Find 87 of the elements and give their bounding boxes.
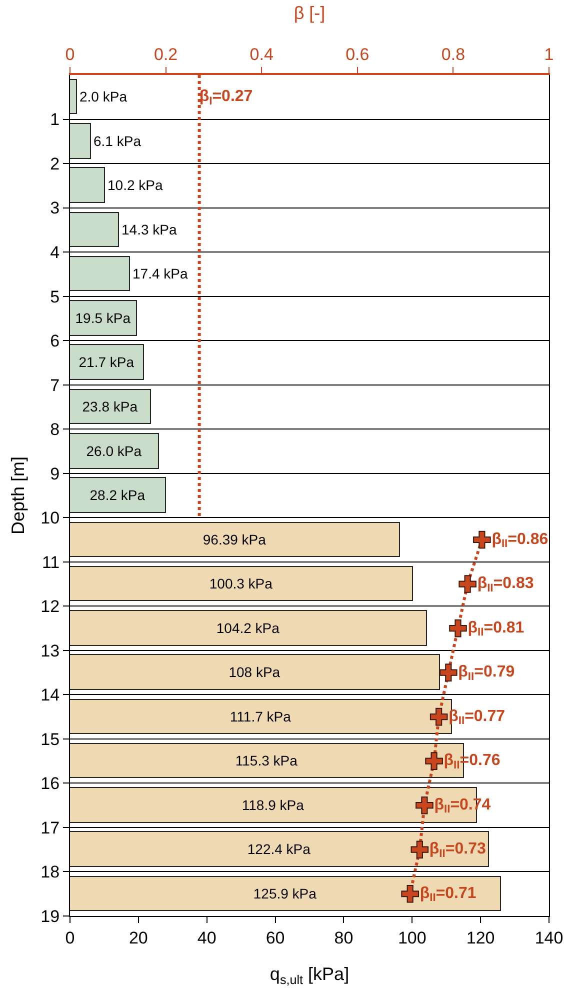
bar xyxy=(70,300,137,336)
y-tick-label: 12 xyxy=(40,597,60,616)
point xyxy=(473,530,491,549)
y-tick-label: 1 xyxy=(50,110,60,130)
data-label: 17.4 kPa xyxy=(132,266,188,282)
y-tick-label: 18 xyxy=(40,862,60,882)
y-tick-label: 5 xyxy=(50,287,60,306)
y-tick-label: 15 xyxy=(40,730,60,749)
bar xyxy=(70,566,413,601)
bar xyxy=(70,167,105,203)
y-tick-label: 19 xyxy=(40,906,60,926)
y-tick-label: 14 xyxy=(40,686,60,705)
y-tick-label: 2 xyxy=(50,154,60,174)
y-tick-label: 17 xyxy=(40,818,60,838)
point xyxy=(425,752,443,770)
bar xyxy=(70,654,440,690)
data-label: β$_{II}$=0.79 xyxy=(458,664,515,683)
bar xyxy=(70,610,427,646)
data-label: 111.7 kPa xyxy=(230,708,292,724)
data-label: β$_{II}$=0.86 xyxy=(492,530,548,550)
point xyxy=(416,796,434,814)
data-label: 104.2 kPa xyxy=(216,620,280,636)
y-tick-label: 7 xyxy=(50,376,60,395)
x2-tick-label: 0.2 xyxy=(154,45,178,64)
bar xyxy=(70,876,501,911)
x-tick-label: 60 xyxy=(266,928,285,948)
bar xyxy=(70,522,400,557)
bar xyxy=(70,831,489,867)
x-tick-label: 140 xyxy=(534,928,564,948)
y-tick-label: 3 xyxy=(50,198,60,218)
bar xyxy=(70,79,77,114)
x2-tick-label: 0 xyxy=(65,45,75,64)
x-axis-title: q$_{s,ult}$ [kPa] xyxy=(270,964,350,987)
x2-tick-label: 0.8 xyxy=(441,45,466,64)
data-label: β$_{II}$=0.83 xyxy=(477,575,534,594)
data-label: 96.39 kPa xyxy=(202,532,266,548)
point xyxy=(440,664,458,682)
data-label: 100.3 kPa xyxy=(209,576,273,592)
data-label: 28.2 kPa xyxy=(90,487,146,503)
data-label: β$_{II}$=0.73 xyxy=(429,840,486,860)
data-label: β$_{II}$=0.71 xyxy=(420,884,476,904)
x-tick-label: 80 xyxy=(334,928,354,948)
data-label: 118.9 kPa xyxy=(242,797,304,813)
x2-tick-label: 0.4 xyxy=(250,45,274,64)
point xyxy=(449,619,467,638)
bar xyxy=(70,389,151,424)
y-tick-label: 8 xyxy=(50,420,60,440)
data-label: β$_{I}$=0.27 xyxy=(199,88,253,108)
x2-axis-title: β [-] xyxy=(294,3,326,23)
x-tick-label: 20 xyxy=(128,928,148,948)
x2-tick-label: 1 xyxy=(544,45,554,64)
bar xyxy=(70,256,130,291)
bar xyxy=(70,433,159,469)
data-label: β$_{II}$=0.81 xyxy=(468,619,524,639)
y-tick-label: 6 xyxy=(50,332,60,351)
data-label: 115.3 kPa xyxy=(235,752,298,768)
data-label: 14.3 kPa xyxy=(122,222,177,238)
y-axis-title: Depth [m] xyxy=(8,456,28,535)
x-tick-label: 100 xyxy=(398,928,426,948)
bar xyxy=(70,212,119,247)
point xyxy=(410,840,429,859)
data-label: 108 kPa xyxy=(228,664,280,680)
point xyxy=(458,575,476,593)
data-label: 6.1 kPa xyxy=(94,133,142,149)
x-tick-label: 40 xyxy=(197,928,216,948)
data-label: 122.4 kPa xyxy=(247,841,311,857)
x2-tick-label: 0.6 xyxy=(346,45,370,64)
data-label: 2.0 kPa xyxy=(80,88,128,104)
data-label: 19.5 kPa xyxy=(75,310,131,326)
bar xyxy=(70,344,144,380)
y-tick-label: 16 xyxy=(40,774,60,794)
data-label: 23.8 kPa xyxy=(82,398,138,414)
bar xyxy=(70,477,166,513)
y-tick-label: 4 xyxy=(50,243,60,262)
data-label: 125.9 kPa xyxy=(253,886,317,902)
data-label: 21.7 kPa xyxy=(78,354,134,370)
y-tick-label: 9 xyxy=(50,464,60,484)
x-tick-label: 120 xyxy=(466,928,495,948)
point xyxy=(430,708,448,726)
point xyxy=(401,884,419,903)
y-tick-label: 10 xyxy=(40,508,60,528)
y-tick-label: 11 xyxy=(42,552,60,572)
x-tick-label: 0 xyxy=(65,928,75,948)
data-label: 26.0 kPa xyxy=(86,443,142,459)
bar xyxy=(70,123,91,159)
y-tick-label: 13 xyxy=(40,641,60,660)
data-label: 10.2 kPa xyxy=(108,177,163,193)
